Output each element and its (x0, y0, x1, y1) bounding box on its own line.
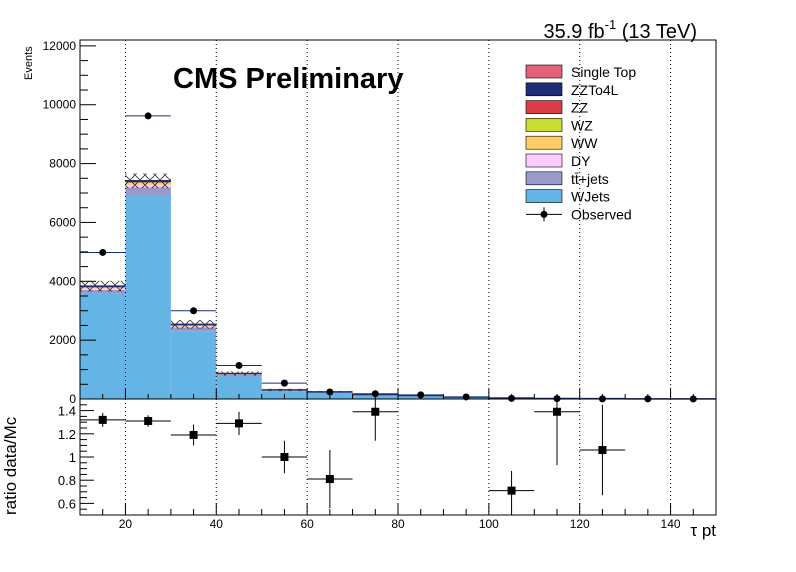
legend-label-4: WW (571, 135, 598, 151)
x-tick-label-40: 40 (210, 517, 224, 531)
ratio-pad: 0.6 0.8 1 1.2 1.4 20 40 60 80 100 120 140 (58, 398, 717, 531)
legend-label-3: WZ (571, 117, 593, 133)
legend-label-5: DY (571, 153, 591, 169)
ratio-point-3 (235, 419, 243, 428)
legend-swatch-7 (525, 189, 563, 203)
legend-label-observed: Observed (571, 206, 632, 222)
ratio-point-1 (144, 417, 153, 426)
ratio-pad-frame (79, 398, 717, 516)
y-tick-label-top-10000: 10000 (43, 98, 77, 112)
legend-observed-marker (540, 210, 548, 218)
bar-ttjets-0 (80, 289, 126, 294)
observed-point-6 (371, 390, 379, 398)
bar-wjets-0 (80, 293, 126, 399)
ratio-point-6 (371, 407, 380, 416)
x-tick-label-60: 60 (300, 517, 314, 531)
y-tick-label-bottom-1: 0.8 (58, 473, 76, 488)
uncertainty-2 (170, 320, 217, 329)
uncertainty-1 (125, 173, 171, 189)
bar-wjets-1 (125, 195, 171, 399)
y-tick-label-top-4000: 4000 (49, 274, 76, 288)
legend-label-1: ZZTo4L (571, 82, 619, 98)
observed-point-4 (280, 379, 288, 387)
ratio-point-7 (507, 486, 516, 495)
observed-point-1 (144, 112, 152, 120)
legend-swatch-5 (525, 153, 563, 168)
ratio-point-9 (598, 446, 607, 455)
y-tick-label-bottom-3: 1.2 (58, 427, 76, 442)
y-axis-title-bottom: ratio data/Mc (1, 416, 20, 515)
legend-swatch-3 (525, 118, 563, 132)
y-tick-label-top-12000: 12000 (43, 39, 77, 53)
x-tick-label-100: 100 (479, 517, 499, 531)
legend-label-0: Single Top (571, 64, 636, 80)
y-axis-title-top: Events (23, 46, 35, 80)
observed-point-2 (190, 307, 198, 315)
legend-swatch-2 (525, 100, 563, 114)
legend-label-2: ZZ (571, 100, 589, 116)
legend-swatch-1 (525, 82, 563, 97)
x-tick-label-140: 140 (661, 517, 681, 531)
x-tick-label-20: 20 (119, 517, 133, 531)
y-tick-label-top-8000: 8000 (49, 157, 76, 171)
x-axis-title: τ pt (690, 521, 716, 540)
bar-ttjets-1 (125, 187, 171, 196)
legend-swatch-6 (525, 171, 563, 186)
y-tick-label-bottom-4: 1.4 (58, 404, 76, 419)
legend-swatch-0 (525, 64, 563, 79)
ratio-point-8 (553, 407, 561, 416)
legend-swatch-4 (525, 135, 563, 150)
ratio-point-0 (98, 415, 107, 424)
ratio-point-5 (325, 475, 334, 484)
ratio-point-2 (189, 430, 198, 439)
x-tick-label-120: 120 (570, 517, 590, 531)
x-tick-label-80: 80 (391, 517, 405, 531)
observed-point-0 (99, 248, 107, 256)
uncertainty-3 (216, 371, 262, 376)
luminosity-label: 35.9 fb-1 (13 TeV) (543, 17, 697, 43)
y-tick-label-top-0: 0 (69, 392, 76, 406)
uncertainty-4 (261, 388, 308, 392)
y-tick-label-bottom-0: 0.6 (58, 496, 76, 511)
ratio-point-4 (280, 453, 289, 461)
y-tick-label-top-2000: 2000 (49, 333, 76, 347)
observed-point-5 (326, 388, 334, 396)
bar-wjets-2 (170, 331, 217, 399)
legend-label-7: WJets (571, 189, 610, 205)
uncertainty-0 (80, 280, 126, 292)
legend-label-6: tt̄+jets (571, 171, 609, 187)
y-tick-label-bottom-2: 1 (69, 450, 76, 465)
observed-point-3 (235, 361, 243, 369)
y-tick-label-top-6000: 6000 (49, 215, 76, 229)
experiment-label: CMS Preliminary (173, 63, 403, 95)
bar-ttjets-2 (170, 327, 217, 332)
bar-wjets-3 (216, 376, 262, 399)
